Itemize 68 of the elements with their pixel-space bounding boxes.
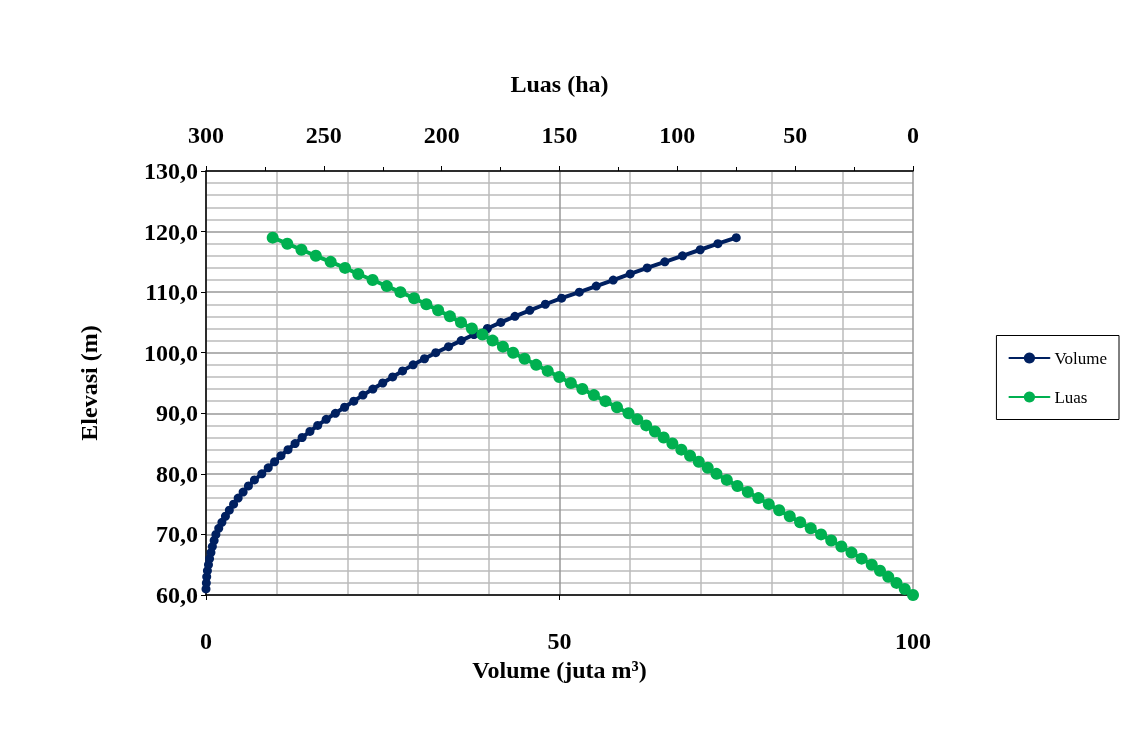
x2-tick-label: 250 xyxy=(305,122,342,148)
point xyxy=(408,360,418,370)
y-tick-label: 90,0 xyxy=(156,400,198,427)
point xyxy=(290,439,300,449)
legend-label: Volume xyxy=(1054,348,1107,368)
x2-tick-label: 0 xyxy=(907,122,919,148)
point xyxy=(678,251,688,261)
x2-tick-label: 200 xyxy=(423,122,460,148)
point xyxy=(313,420,323,430)
x-tick-label: 50 xyxy=(547,628,572,654)
point xyxy=(349,396,359,406)
y-tick-label: 110,0 xyxy=(145,279,198,306)
point xyxy=(257,469,267,479)
point xyxy=(574,287,584,297)
x2-tick-label: 150 xyxy=(541,122,578,148)
point xyxy=(713,239,723,249)
point xyxy=(496,317,506,327)
point xyxy=(233,493,243,503)
point xyxy=(238,487,248,497)
point xyxy=(321,414,331,424)
y-tick-label: 70,0 xyxy=(156,521,198,548)
point xyxy=(276,451,286,461)
legend-label: Luas xyxy=(1054,387,1088,407)
point xyxy=(243,481,253,491)
point xyxy=(398,366,408,376)
point xyxy=(642,263,652,273)
point xyxy=(695,245,705,255)
point xyxy=(263,463,273,473)
y-tick-label: 80,0 xyxy=(156,460,198,487)
point xyxy=(358,390,368,400)
point xyxy=(220,511,230,521)
point xyxy=(660,257,670,267)
point xyxy=(444,342,453,352)
point xyxy=(608,275,618,285)
y-tick-label: 100,0 xyxy=(144,339,198,366)
x2-tick-label: 100 xyxy=(659,122,696,148)
x-tick-label: 0 xyxy=(200,628,212,654)
point xyxy=(431,348,441,358)
x2-axis-title: Luas (ha) xyxy=(510,71,609,97)
point xyxy=(249,475,259,485)
point xyxy=(731,233,741,243)
point xyxy=(625,269,635,279)
point xyxy=(330,408,340,418)
point xyxy=(340,402,350,412)
point xyxy=(510,311,520,321)
point xyxy=(368,384,378,394)
point xyxy=(283,445,293,455)
y-tick-label: 60,0 xyxy=(156,582,198,608)
point xyxy=(525,305,535,315)
point xyxy=(419,354,429,364)
y-tick-label: 130,0 xyxy=(144,158,198,184)
point xyxy=(224,505,234,515)
x2-tick-label: 300 xyxy=(188,122,224,148)
point xyxy=(270,457,280,467)
x-axis-title: Volume (juta m³) xyxy=(472,656,647,683)
x2-tick-label: 50 xyxy=(783,122,808,148)
point xyxy=(378,378,388,388)
y-tick-label: 120,0 xyxy=(144,218,198,245)
point xyxy=(540,299,550,309)
y-axis-title: Elevasi (m) xyxy=(76,325,102,441)
point xyxy=(297,433,307,443)
point xyxy=(388,372,398,382)
x-tick-label: 100 xyxy=(895,628,931,654)
point xyxy=(456,336,466,346)
point xyxy=(591,281,601,291)
point xyxy=(305,426,315,436)
point xyxy=(557,293,567,303)
point xyxy=(229,499,239,509)
